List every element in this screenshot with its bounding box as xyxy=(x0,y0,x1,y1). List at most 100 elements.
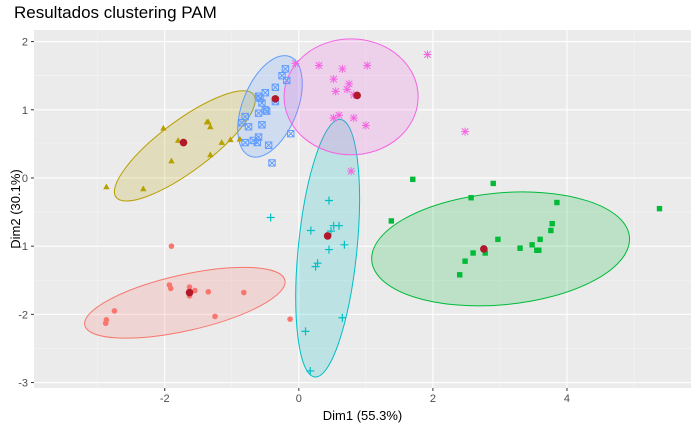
data-point xyxy=(140,185,147,192)
data-point xyxy=(207,123,214,130)
data-point xyxy=(111,308,118,314)
data-point xyxy=(326,227,335,236)
data-point xyxy=(287,316,293,322)
data-point xyxy=(266,213,275,222)
data-point xyxy=(347,167,356,176)
data-point xyxy=(495,236,501,243)
data-point xyxy=(324,245,333,254)
axes: -2 0 2 4 -3 -2 -1 0 1 2 xyxy=(18,37,570,405)
data-point xyxy=(656,205,663,212)
data-point xyxy=(311,262,320,271)
data-point xyxy=(457,272,463,278)
x-tick-label: 0 xyxy=(296,393,302,405)
data-point xyxy=(192,287,198,294)
plot-panel xyxy=(34,30,691,388)
data-point xyxy=(349,113,358,122)
data-point xyxy=(462,258,468,264)
y-tick-label: -2 xyxy=(18,309,28,321)
chart-title: Resultados clustering PAM xyxy=(14,3,217,22)
data-point xyxy=(236,135,244,142)
medoid-point xyxy=(179,138,188,147)
data-point xyxy=(227,136,234,143)
data-point xyxy=(254,133,263,141)
data-point xyxy=(174,137,182,143)
data-point xyxy=(168,243,175,249)
data-point xyxy=(262,107,271,115)
y-tick-label: -3 xyxy=(18,378,28,390)
data-point xyxy=(271,83,280,91)
data-point xyxy=(338,64,347,73)
cluster-ellipse xyxy=(84,266,286,339)
data-point xyxy=(103,183,110,190)
data-point xyxy=(264,141,273,149)
data-point xyxy=(258,99,266,107)
data-point xyxy=(331,87,340,96)
data-point xyxy=(205,289,212,295)
data-point xyxy=(168,157,175,164)
data-point xyxy=(167,285,174,292)
data-point xyxy=(363,61,372,70)
data-point xyxy=(241,138,249,147)
data-point xyxy=(218,139,225,145)
data-point xyxy=(517,245,523,251)
y-tick-label: -1 xyxy=(18,241,28,253)
data-point xyxy=(388,218,395,224)
y-tick-label: 2 xyxy=(22,37,28,49)
data-point xyxy=(287,129,295,138)
y-tick-label: 0 xyxy=(22,173,28,185)
data-point xyxy=(548,227,554,234)
medoid-point xyxy=(323,232,332,240)
data-point xyxy=(291,59,300,68)
medoid-points xyxy=(179,91,488,297)
data-point xyxy=(314,61,323,70)
x-tick-label: 4 xyxy=(564,393,570,405)
data-point xyxy=(461,127,470,136)
cluster-ellipse xyxy=(295,118,361,378)
data-point xyxy=(241,289,247,296)
data-point xyxy=(186,284,193,290)
data-point xyxy=(258,121,266,129)
data-point xyxy=(102,320,109,327)
cluster-ellipse xyxy=(371,191,631,307)
data-point xyxy=(244,123,253,131)
medoid-point xyxy=(185,288,194,297)
data-point xyxy=(205,118,212,125)
data-point xyxy=(306,366,315,375)
data-point xyxy=(301,327,310,336)
data-point xyxy=(329,113,338,122)
data-point xyxy=(340,240,349,249)
medoid-point xyxy=(480,245,488,253)
data-point xyxy=(468,195,474,201)
data-point xyxy=(254,109,263,117)
data-point xyxy=(534,247,540,253)
data-point xyxy=(361,121,370,130)
data-point xyxy=(410,176,416,183)
data-point xyxy=(529,242,535,248)
data-point xyxy=(335,221,344,230)
data-point xyxy=(306,226,315,235)
data-point xyxy=(335,111,344,120)
data-point xyxy=(281,65,290,73)
data-point xyxy=(554,199,560,206)
data-points xyxy=(102,50,663,375)
medoid-point xyxy=(353,91,361,100)
grid-lines xyxy=(34,30,691,388)
data-point xyxy=(343,85,352,94)
data-point xyxy=(549,220,555,227)
data-point xyxy=(345,79,354,88)
data-point xyxy=(470,250,476,256)
data-point xyxy=(482,250,488,256)
y-tick-label: 1 xyxy=(22,105,28,117)
data-point xyxy=(212,313,218,320)
x-tick-label: 2 xyxy=(430,393,436,405)
data-point xyxy=(537,236,543,243)
data-point xyxy=(324,196,333,205)
data-point xyxy=(329,75,338,84)
cluster-ellipses xyxy=(84,38,631,378)
medoid-point xyxy=(271,95,280,103)
data-point xyxy=(423,50,432,59)
data-point xyxy=(490,180,496,187)
x-axis-title: Dim1 (55.3%) xyxy=(323,408,402,423)
data-point xyxy=(207,151,214,158)
